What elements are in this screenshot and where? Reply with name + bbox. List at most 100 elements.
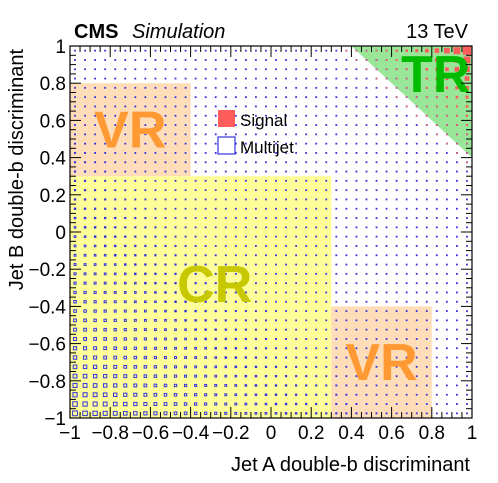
- multijet-box: [285, 245, 287, 247]
- multijet-box: [214, 86, 217, 89]
- multijet-box: [325, 152, 328, 154]
- multijet-box: [214, 198, 217, 201]
- signal-box: [415, 114, 418, 117]
- multijet-box: [164, 179, 167, 182]
- multijet-box: [365, 96, 368, 99]
- signal-box: [425, 86, 428, 89]
- multijet-box: [204, 114, 207, 117]
- multijet-box: [355, 375, 358, 378]
- multijet-box: [164, 235, 167, 238]
- multijet-box: [244, 411, 248, 415]
- multijet-box: [265, 49, 267, 52]
- multijet-box: [315, 133, 318, 136]
- multijet-box: [244, 77, 247, 80]
- multijet-box: [435, 356, 438, 359]
- multijet-box: [385, 347, 388, 350]
- multijet-box: [435, 179, 438, 182]
- multijet-box: [244, 356, 248, 359]
- multijet-box: [114, 198, 117, 201]
- multijet-box: [335, 384, 338, 387]
- multijet-box: [315, 384, 318, 387]
- multijet-box: [395, 356, 398, 359]
- multijet-box: [275, 96, 277, 99]
- multijet-box: [93, 309, 97, 313]
- multijet-box: [295, 245, 298, 247]
- multijet-box: [134, 281, 137, 285]
- multijet-box: [355, 161, 358, 164]
- multijet-box: [133, 365, 138, 369]
- multijet-box: [345, 217, 348, 219]
- multijet-box: [395, 189, 398, 192]
- multijet-box: [93, 290, 97, 294]
- multijet-box: [315, 254, 318, 257]
- multijet-box: [74, 59, 76, 61]
- multijet-box: [194, 374, 198, 378]
- multijet-box: [104, 226, 107, 229]
- multijet-box: [265, 170, 267, 173]
- multijet-box: [83, 309, 87, 313]
- multijet-box: [134, 114, 137, 117]
- multijet-box: [114, 216, 117, 220]
- multijet-box: [122, 411, 128, 416]
- multijet-box: [134, 152, 137, 154]
- multijet-box: [144, 207, 147, 210]
- multijet-box: [435, 198, 438, 201]
- multijet-box: [345, 170, 348, 173]
- signal-box: [445, 77, 449, 81]
- signal-box: [434, 48, 440, 53]
- multijet-box: [365, 189, 368, 192]
- multijet-box: [114, 207, 117, 210]
- multijet-box: [94, 133, 97, 136]
- multijet-box: [415, 282, 418, 285]
- multijet-box: [153, 402, 158, 407]
- multijet-box: [456, 403, 458, 405]
- multijet-box: [184, 105, 187, 108]
- multijet-box: [315, 328, 318, 331]
- multijet-box: [224, 86, 227, 89]
- multijet-box: [184, 179, 187, 182]
- multijet-box: [194, 291, 197, 294]
- multijet-box: [204, 226, 207, 229]
- multijet-box: [405, 338, 408, 340]
- multijet-box: [113, 364, 118, 369]
- multijet-box: [395, 384, 398, 387]
- multijet-box: [73, 161, 77, 164]
- multijet-box: [405, 114, 408, 117]
- multijet-box: [234, 49, 237, 52]
- multijet-box: [365, 412, 368, 415]
- multijet-box: [355, 124, 358, 126]
- multijet-box: [164, 152, 167, 154]
- multijet-box: [405, 393, 408, 396]
- multijet-box: [315, 170, 318, 173]
- multijet-box: [214, 77, 217, 80]
- multijet-box: [84, 96, 86, 99]
- multijet-box: [234, 254, 237, 257]
- multijet-box: [335, 375, 338, 378]
- multijet-box: [224, 68, 227, 71]
- multijet-box: [355, 114, 358, 117]
- multijet-box: [73, 290, 77, 295]
- multijet-box: [184, 291, 187, 294]
- multijet-box: [456, 198, 458, 201]
- multijet-box: [395, 152, 398, 154]
- multijet-box: [255, 152, 257, 154]
- multijet-box: [395, 375, 398, 378]
- multijet-box: [295, 217, 298, 219]
- multijet-box: [466, 365, 468, 368]
- multijet-box: [425, 319, 428, 322]
- multijet-box: [224, 272, 227, 275]
- multijet-box: [174, 49, 177, 52]
- multijet-box: [355, 105, 358, 108]
- multijet-box: [415, 235, 418, 238]
- multijet-box: [94, 189, 97, 192]
- multijet-box: [305, 77, 308, 80]
- multijet-box: [204, 179, 207, 182]
- multijet-box: [315, 245, 318, 247]
- multijet-box: [325, 77, 328, 80]
- multijet-box: [244, 198, 247, 201]
- multijet-box: [315, 114, 318, 117]
- multijet-box: [466, 235, 468, 238]
- multijet-box: [275, 319, 277, 322]
- multijet-box: [385, 263, 388, 266]
- multijet-box: [345, 86, 348, 89]
